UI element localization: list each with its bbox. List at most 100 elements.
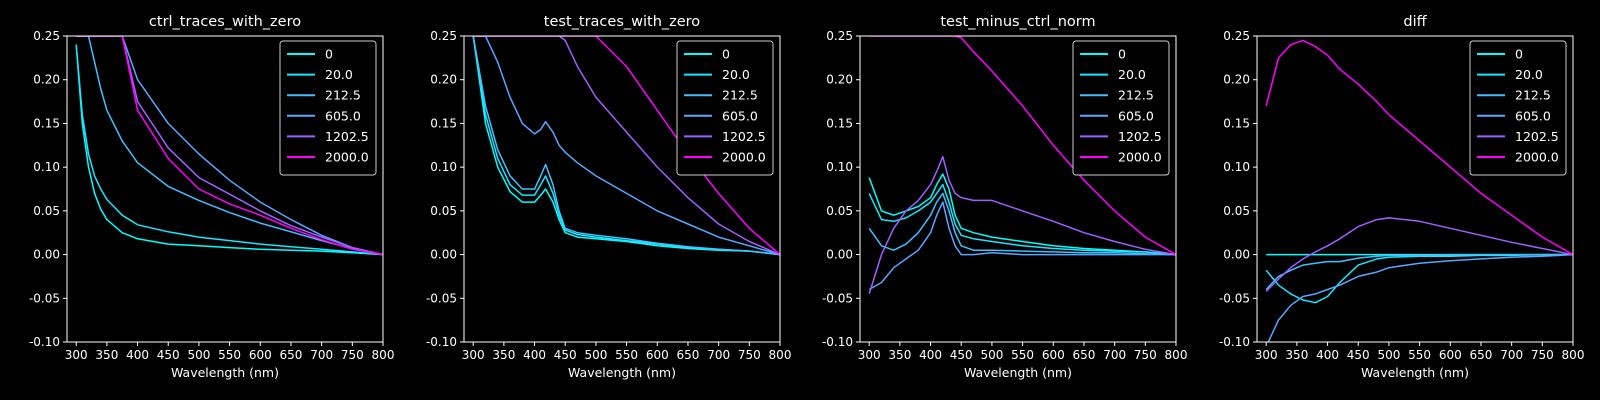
y-tick-label: 0.20 [1223, 73, 1250, 87]
series-line-20.0 [1265, 253, 1573, 304]
x-tick-label: 450 [1347, 348, 1370, 362]
x-tick-label: 350 [888, 348, 911, 362]
series-line-0 [868, 173, 1176, 256]
x-tick-label: 550 [615, 348, 638, 362]
x-tick-label: 750 [738, 348, 761, 362]
x-tick-label: 350 [1285, 348, 1308, 362]
x-tick-label: 600 [646, 348, 669, 362]
y-tick-label: -0.05 [1219, 291, 1250, 305]
x-tick-label: 600 [1042, 348, 1065, 362]
y-tick-label: -0.05 [822, 291, 853, 305]
legend-label: 2000.0 [1118, 150, 1162, 165]
x-tick-label: 300 [1255, 348, 1278, 362]
series-line-0 [75, 44, 383, 256]
x-tick-label: 550 [1408, 348, 1431, 362]
y-tick-label: 0.10 [430, 160, 457, 174]
x-tick-label: 750 [1134, 348, 1157, 362]
x-tick-label: 700 [707, 348, 730, 362]
y-tick-label: 0.00 [430, 248, 457, 262]
y-tick-label: 0.25 [430, 29, 457, 43]
legend-label: 212.5 [1515, 88, 1551, 103]
series-line-20.0 [868, 183, 1176, 256]
x-tick-label: 400 [1316, 348, 1339, 362]
x-tick-label: 450 [950, 348, 973, 362]
x-tick-label: 450 [554, 348, 577, 362]
x-tick-label: 700 [1103, 348, 1126, 362]
legend-label: 20.0 [1118, 67, 1146, 82]
x-tick-label: 300 [858, 348, 881, 362]
series-line-605.0 [473, 36, 780, 256]
y-tick-label: -0.10 [1219, 335, 1250, 349]
x-tick-label: 650 [677, 348, 700, 362]
y-tick-label: 0.20 [430, 73, 457, 87]
series-line-1202.5 [868, 155, 1176, 295]
x-tick-label: 500 [584, 348, 607, 362]
x-tick-label: 600 [249, 348, 272, 362]
legend-label: 0 [325, 47, 333, 62]
x-tick-label: 350 [492, 348, 515, 362]
series-line-212.5 [1265, 253, 1573, 291]
series-line-605.0 [868, 201, 1176, 291]
y-tick-label: 0.05 [1223, 204, 1250, 218]
legend-label: 0 [1118, 47, 1126, 62]
x-axis-label: Wavelength (nm) [1361, 365, 1469, 380]
y-tick-label: 0.15 [1223, 116, 1250, 130]
series-line-20.0 [472, 36, 780, 256]
y-tick-label: 0.10 [1223, 160, 1250, 174]
x-tick-label: 650 [280, 348, 303, 362]
x-axis-label: Wavelength (nm) [171, 365, 279, 380]
legend-label: 20.0 [325, 67, 353, 82]
series-line-1202.5 [1265, 217, 1573, 292]
series-line-605.0 [76, 36, 383, 256]
x-tick-label: 700 [310, 348, 333, 362]
series-line-2000.0 [1265, 39, 1573, 256]
legend-label: 1202.5 [722, 129, 766, 144]
x-tick-label: 650 [1073, 348, 1096, 362]
x-tick-label: 750 [1531, 348, 1554, 362]
y-tick-label: 0.15 [826, 116, 853, 130]
chart-panel-2: test_traces_with_zero 300 350 400 450 500 550 6… [426, 14, 792, 380]
series-group [1265, 39, 1573, 342]
chart-panel-3: test_minus_ctrl_norm 300 350 400 450 500 550 60… [822, 14, 1188, 380]
legend-label: 0 [722, 47, 730, 62]
legend-label: 2000.0 [722, 150, 766, 165]
legend-label: 212.5 [1118, 88, 1154, 103]
x-tick-label: 500 [1377, 348, 1400, 362]
legend-label: 212.5 [325, 88, 361, 103]
y-tick-label: 0.20 [826, 73, 853, 87]
legend-label: 605.0 [1515, 108, 1551, 123]
legend-label: 2000.0 [1515, 150, 1559, 165]
y-tick-label: 0.20 [33, 73, 60, 87]
y-tick-label: -0.10 [822, 335, 853, 349]
x-tick-label: 500 [980, 348, 1003, 362]
x-tick-label: 600 [1439, 348, 1462, 362]
series-line-1202.5 [76, 36, 383, 256]
y-tick-label: 0.10 [826, 160, 853, 174]
series-line-212.5 [76, 36, 383, 256]
y-tick-label: 0.00 [33, 248, 60, 262]
y-tick-label: 0.00 [826, 248, 853, 262]
legend: 0 20.0 212.5 605.0 1202.5 2000.0 [1469, 40, 1567, 176]
x-tick-label: 650 [1470, 348, 1493, 362]
series-group [75, 36, 383, 256]
x-tick-label: 800 [1165, 348, 1188, 362]
legend-label: 605.0 [722, 108, 758, 123]
x-tick-label: 350 [95, 348, 118, 362]
plot-frame [859, 35, 1177, 343]
plot-frame [463, 35, 781, 343]
y-tick-label: 0.25 [33, 29, 60, 43]
y-tick-label: -0.10 [426, 335, 457, 349]
x-tick-label: 450 [157, 348, 180, 362]
series-line-2000.0 [76, 36, 383, 256]
legend-label: 20.0 [1515, 67, 1543, 82]
y-tick-label: 0.05 [33, 204, 60, 218]
legend: 0 20.0 212.5 605.0 1202.5 2000.0 [1072, 40, 1170, 176]
x-tick-label: 800 [769, 348, 792, 362]
x-tick-label: 700 [1500, 348, 1523, 362]
plot-frame [66, 35, 384, 343]
legend-label: 605.0 [325, 108, 361, 123]
chart-title: test_minus_ctrl_norm [940, 14, 1095, 30]
y-tick-label: 0.10 [33, 160, 60, 174]
y-tick-label: 0.00 [1223, 248, 1250, 262]
chart-title: ctrl_traces_with_zero [149, 14, 301, 30]
